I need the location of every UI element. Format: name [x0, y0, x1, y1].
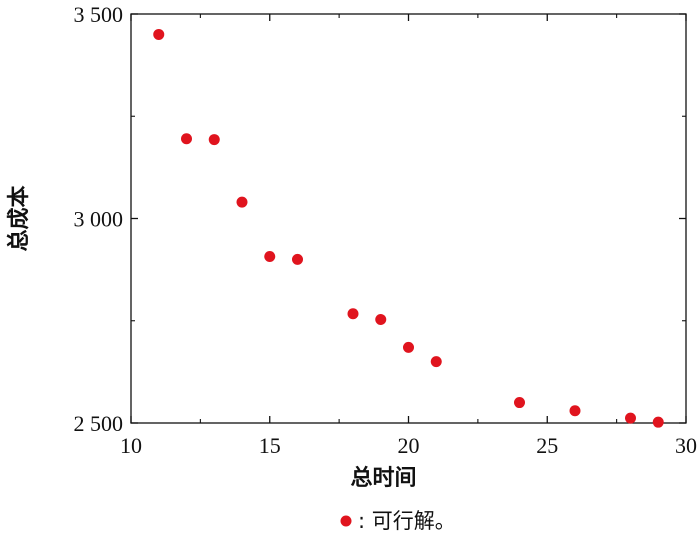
- data-point: [153, 28, 165, 40]
- x-tick-label: 20: [398, 433, 420, 458]
- data-points: [153, 28, 664, 428]
- axis-labels: 10 15 20 25 30 2 500 3 000 3 500 总时间 总成本: [6, 2, 697, 491]
- data-point: [264, 251, 276, 263]
- data-point: [208, 134, 220, 146]
- data-point: [403, 341, 414, 353]
- data-point: [236, 196, 248, 208]
- data-point: [292, 253, 303, 265]
- data-point: [514, 397, 525, 409]
- data-point: [347, 308, 359, 320]
- y-tick-label: 3 500: [74, 2, 124, 27]
- legend-marker: [340, 515, 352, 527]
- y-tick-label: 3 000: [74, 207, 124, 232]
- legend-label: : 可行解。: [358, 509, 456, 533]
- x-tick-label: 30: [675, 433, 697, 458]
- axes: [130, 13, 687, 424]
- y-tick-label: 2 500: [74, 411, 124, 436]
- data-point: [375, 314, 387, 326]
- x-tick-label: 15: [259, 433, 281, 458]
- plot-frame: [130, 13, 687, 424]
- data-point: [652, 416, 664, 428]
- x-tick-label: 25: [536, 433, 558, 458]
- data-point: [625, 412, 636, 424]
- legend: : 可行解。: [340, 509, 456, 533]
- x-tick-label: 10: [120, 433, 142, 458]
- x-axis-title: 总时间: [350, 465, 416, 491]
- data-point: [569, 405, 581, 417]
- y-axis-title: 总成本: [6, 185, 32, 251]
- data-point: [430, 356, 442, 368]
- data-point: [181, 133, 192, 145]
